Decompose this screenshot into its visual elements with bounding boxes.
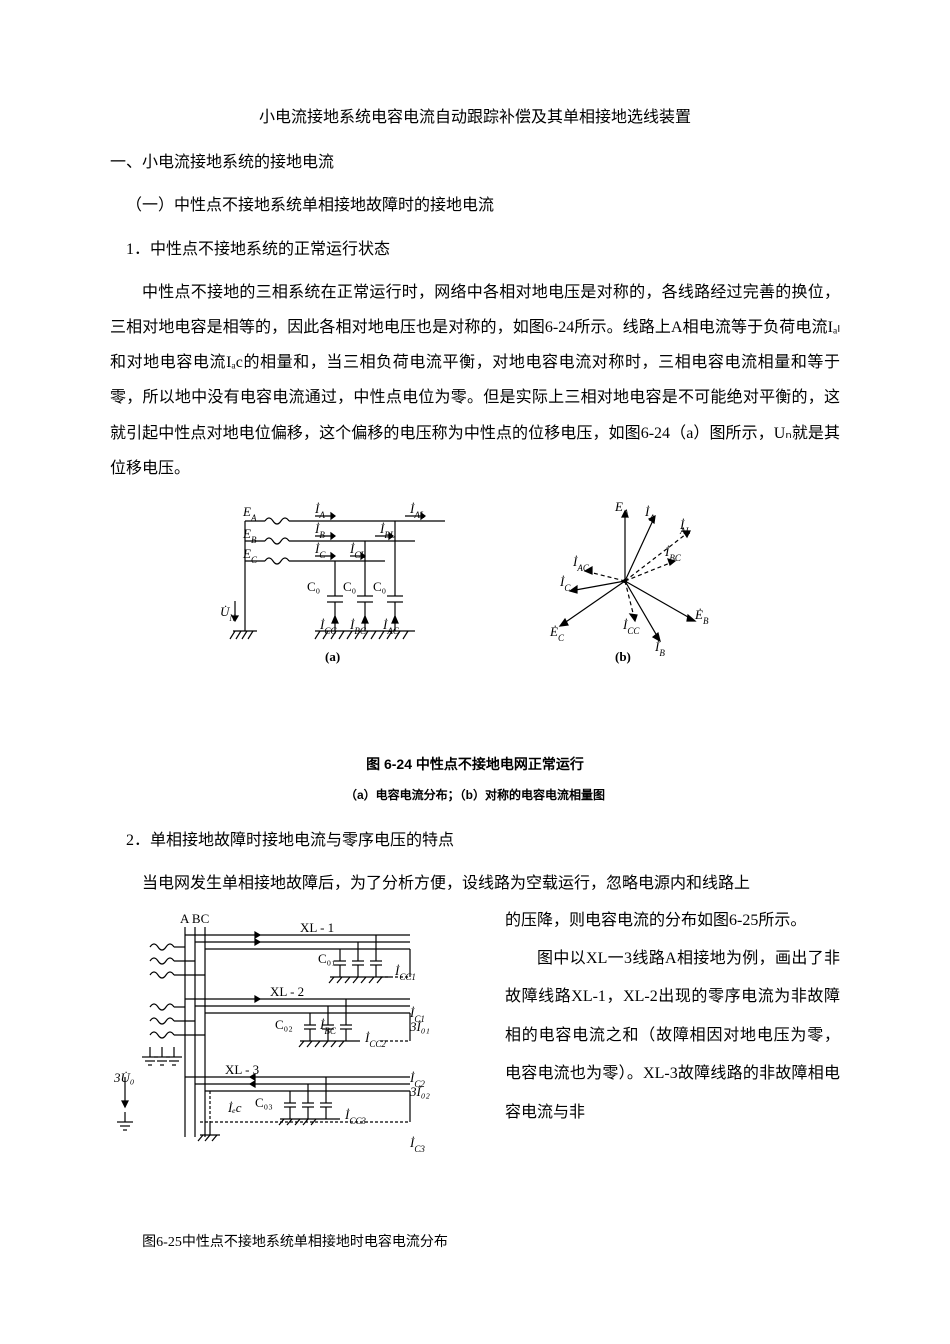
svg-text:İA: İA [314, 501, 325, 520]
svg-text:C₀: C₀ [307, 579, 320, 594]
svg-text:İB: İB [654, 639, 665, 658]
svg-text:A BC: A BC [180, 911, 209, 926]
heading-1-1-1: 1．中性点不接地系统的正常运行状态 [110, 232, 840, 267]
figure-6-24: EA EB EC İA İB İC İAL İBL İCL U̇N C₀ C₀ … [110, 501, 840, 808]
svg-text:XL - 1: XL - 1 [300, 920, 334, 935]
svg-text:EC: EC [242, 546, 258, 565]
figure-6-25-svg: A BC XL - 1 XL - 2 XL - 3 C₀₁ C₀₂ C₀₃ 3U… [110, 907, 480, 1207]
svg-text:İC3: İC3 [409, 1135, 425, 1154]
svg-text:EA: EA [242, 504, 257, 523]
figure-6-25-caption: 图6-25中性点不接地系统单相接地时电容电流分布 [110, 1228, 480, 1259]
svg-text:XL - 3: XL - 3 [225, 1062, 259, 1077]
heading-1-1: （一）中性点不接地系统单相接地故障时的接地电流 [110, 188, 840, 223]
svg-text:İBC: İBC [664, 544, 682, 563]
svg-text:İC: İC [314, 541, 326, 560]
svg-text:İA: İA [644, 504, 655, 523]
svg-text:İCC1: İCC1 [394, 963, 416, 982]
svg-text:EA: EA [614, 501, 629, 518]
figure-6-25: A BC XL - 1 XL - 2 XL - 3 C₀₁ C₀₂ C₀₃ 3U… [110, 907, 480, 1259]
svg-text:EB: EB [242, 526, 257, 545]
figure-6-24-subcaption: （a）电容电流分布；（b）对称的电容电流相量图 [110, 782, 840, 808]
svg-text:İC: İC [559, 574, 571, 593]
svg-text:İCC: İCC [622, 617, 640, 636]
svg-text:İCC3: İCC3 [344, 1107, 366, 1126]
document-title: 小电流接地系统电容电流自动跟踪补偿及其单相接地选线装置 [110, 100, 840, 135]
svg-text:3İ₀₁: 3İ₀₁ [409, 1019, 430, 1034]
paragraph-1: 中性点不接地的三相系统在正常运行时，网络中各相对地电压是对称的，各线路经过完善的… [110, 275, 840, 486]
paragraph-2: 当电网发生单相接地故障后，为了分析方便，设线路为空载运行，忽略电源内和线路上 [110, 866, 840, 901]
svg-text:(b): (b) [615, 649, 631, 664]
svg-text:İCC2: İCC2 [364, 1030, 386, 1049]
svg-text:İAL: İAL [409, 501, 425, 520]
svg-text:C₀: C₀ [373, 579, 386, 594]
svg-text:C₀: C₀ [343, 579, 356, 594]
figure-6-24-caption: 图 6-24 中性点不接地电网正常运行 [110, 749, 840, 780]
svg-text:C₀₃: C₀₃ [255, 1095, 273, 1110]
svg-text:ĖB: ĖB [694, 607, 709, 626]
svg-text:İₑc: İₑc [227, 1100, 242, 1115]
svg-text:C₀₂: C₀₂ [275, 1017, 293, 1032]
svg-text:(a): (a) [325, 649, 340, 664]
svg-text:İB: İB [314, 521, 325, 540]
svg-text:3U̇₀: 3U̇₀ [113, 1070, 134, 1085]
svg-text:C₀₁: C₀₁ [318, 951, 336, 966]
svg-text:U̇N: U̇N [220, 604, 236, 623]
figure-6-24-svg: EA EB EC İA İB İC İAL İBL İCL U̇N C₀ C₀ … [215, 501, 735, 731]
figure-text-wrap: A BC XL - 1 XL - 2 XL - 3 C₀₁ C₀₂ C₀₃ 3U… [110, 902, 840, 1259]
svg-text:ĖC: ĖC [549, 624, 565, 643]
heading-1: 一、小电流接地系统的接地电流 [110, 145, 840, 180]
svg-text:3İ₀₂: 3İ₀₂ [409, 1084, 430, 1099]
heading-1-1-2: 2．单相接地故障时接地电流与零序电压的特点 [110, 823, 840, 858]
svg-text:İCL: İCL [349, 541, 365, 560]
svg-text:İBL: İBL [379, 521, 395, 540]
svg-text:AL: AL [679, 526, 691, 536]
svg-text:XL - 2: XL - 2 [270, 984, 304, 999]
svg-text:İAC: İAC [572, 554, 590, 573]
